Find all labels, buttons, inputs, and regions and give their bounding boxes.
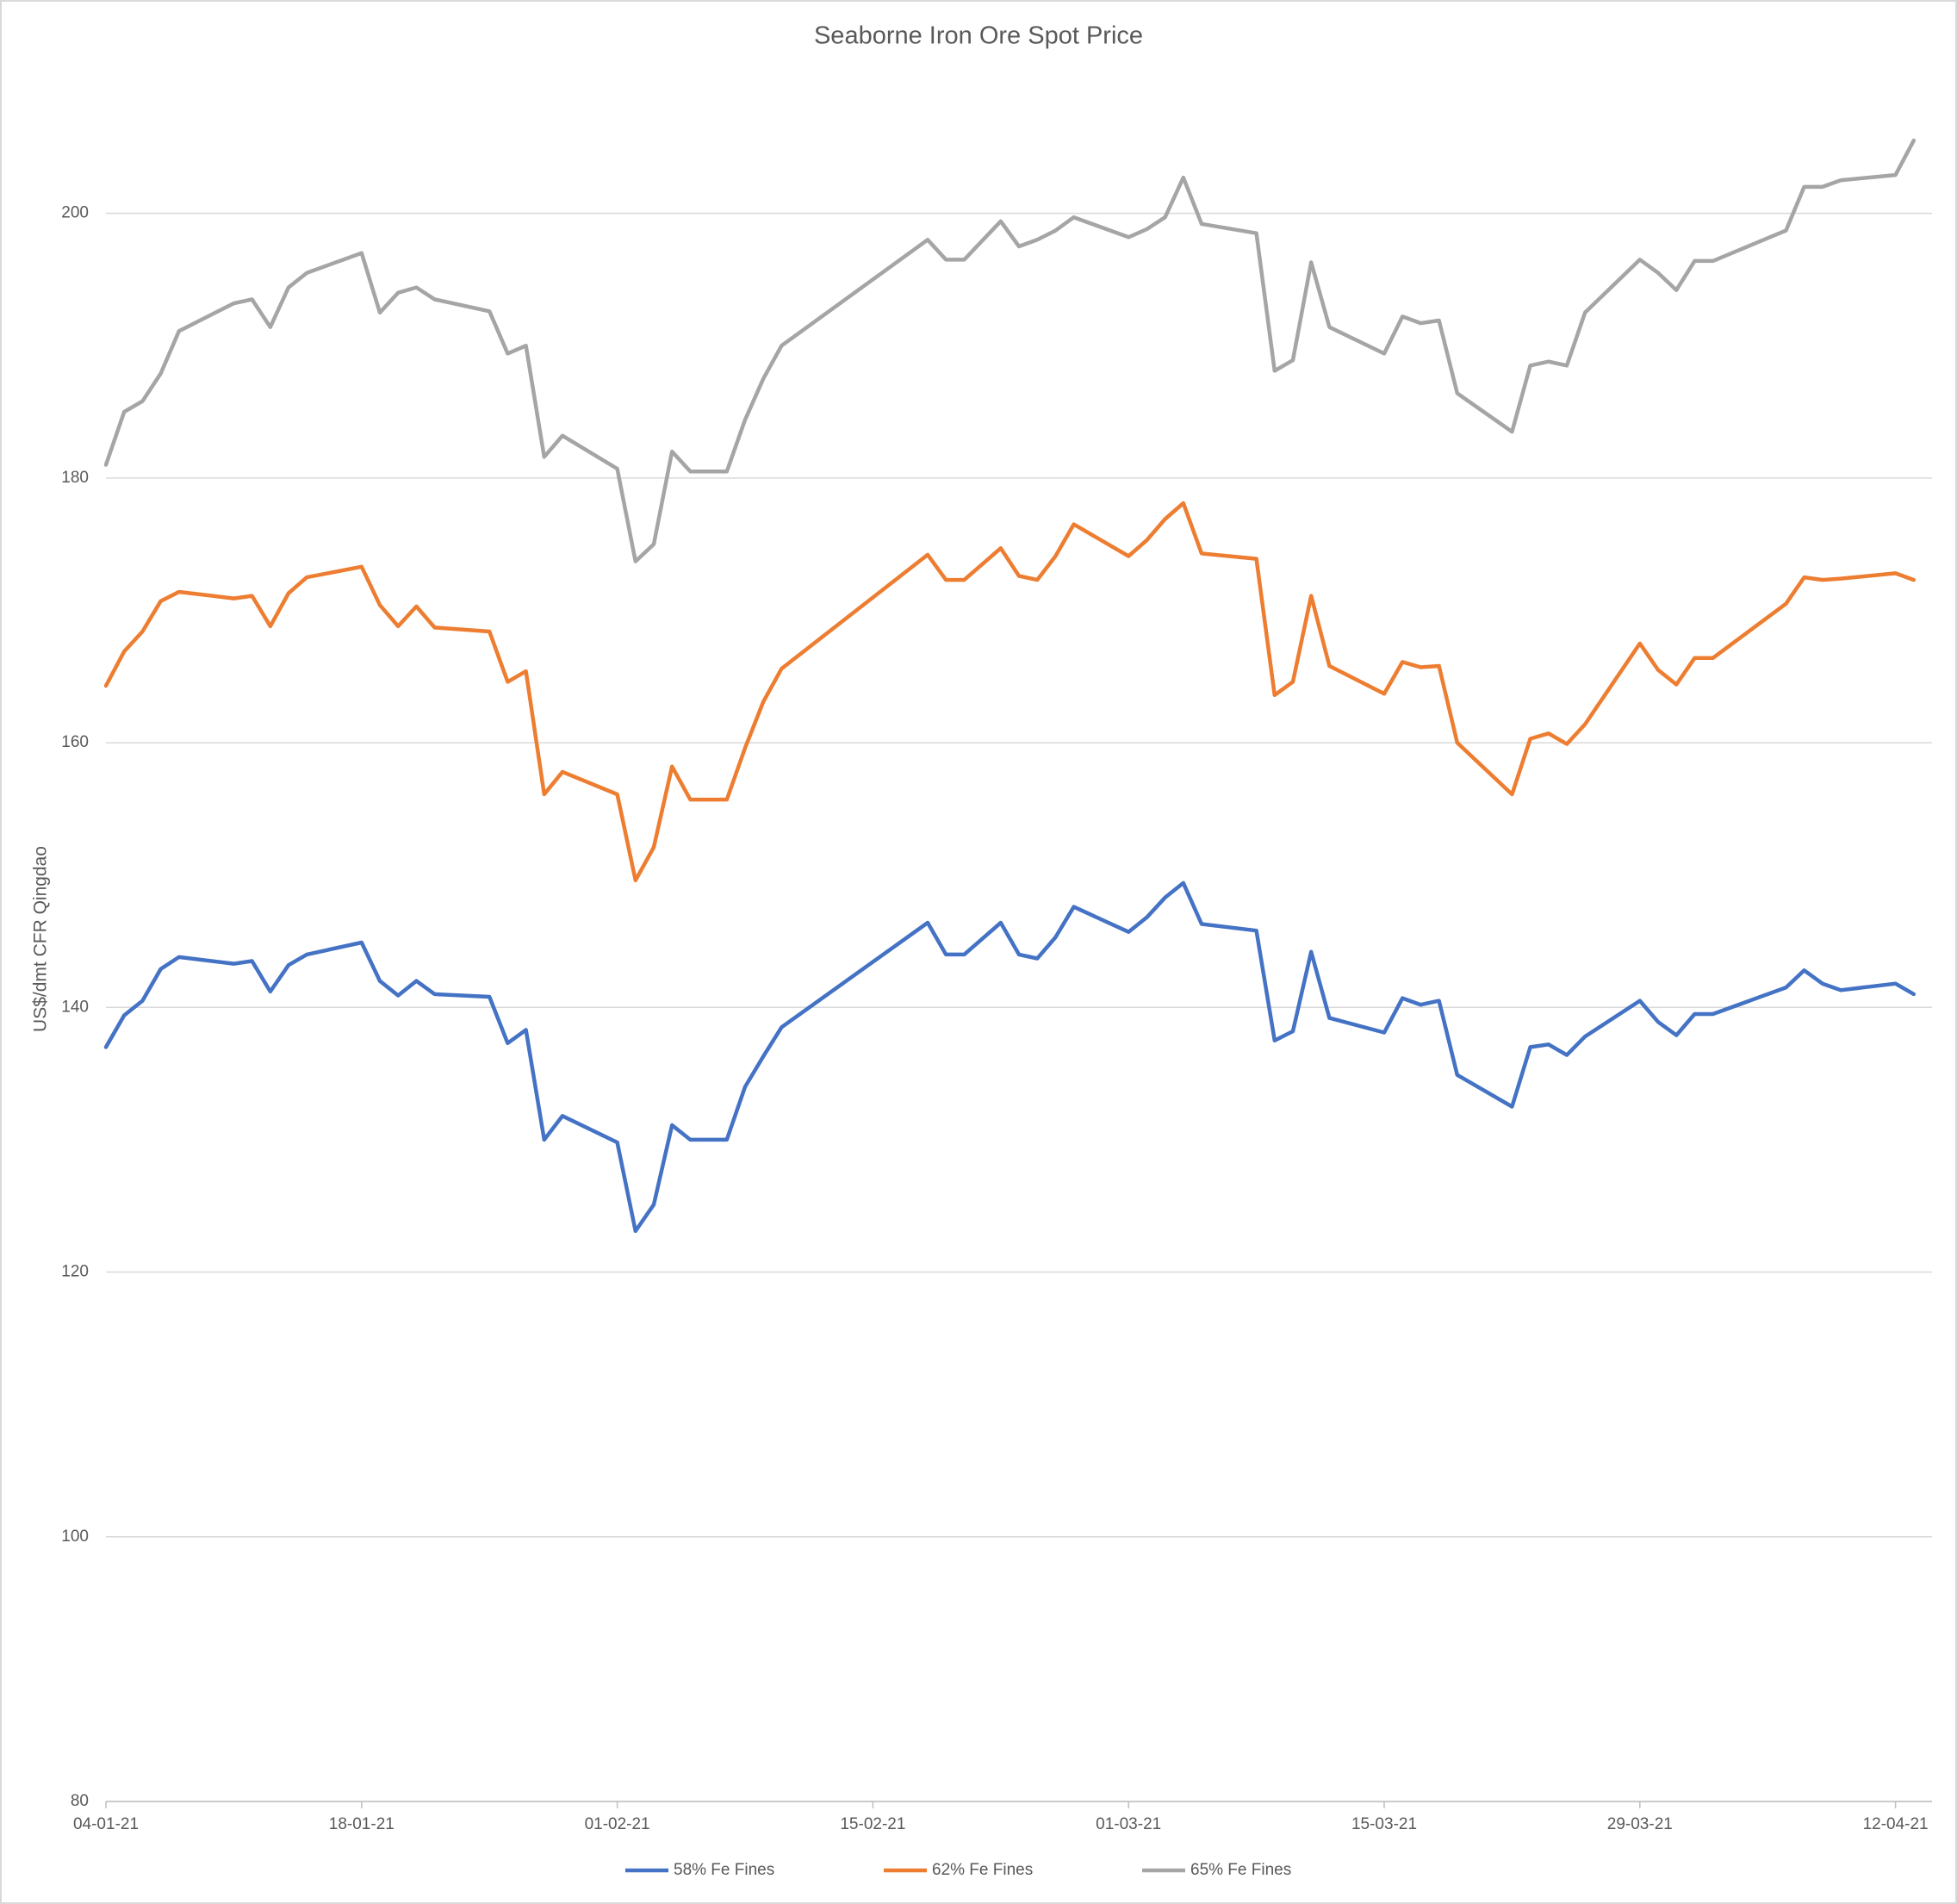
x-tick-label: 04-01-21 [73, 1815, 139, 1833]
y-tick-label: 80 [71, 1792, 89, 1810]
x-tick-label: 29-03-21 [1607, 1815, 1673, 1833]
x-tick-label: 01-02-21 [585, 1815, 650, 1833]
y-axis-label: US$/dmt CFR Qingdao [31, 846, 51, 1032]
y-tick-label: 100 [61, 1528, 89, 1546]
legend-label: 58% Fe Fines [674, 1861, 774, 1879]
x-tick-label: 18-01-21 [329, 1815, 395, 1833]
chart-title: Seaborne Iron Ore Spot Price [814, 22, 1143, 50]
legend-label: 65% Fe Fines [1190, 1861, 1291, 1879]
y-tick-label: 180 [61, 469, 89, 487]
legend-label: 62% Fe Fines [932, 1861, 1033, 1879]
y-tick-label: 140 [61, 998, 89, 1016]
x-tick-label: 01-03-21 [1096, 1815, 1161, 1833]
x-tick-label: 15-03-21 [1351, 1815, 1417, 1833]
x-tick-label: 15-02-21 [840, 1815, 905, 1833]
y-tick-label: 200 [61, 204, 89, 222]
x-tick-label: 12-04-21 [1863, 1815, 1929, 1833]
y-tick-label: 160 [61, 733, 89, 751]
line-series [103, 880, 1917, 1234]
y-tick-label: 120 [61, 1263, 89, 1281]
line-series [103, 138, 1917, 563]
line-series [103, 501, 1917, 883]
